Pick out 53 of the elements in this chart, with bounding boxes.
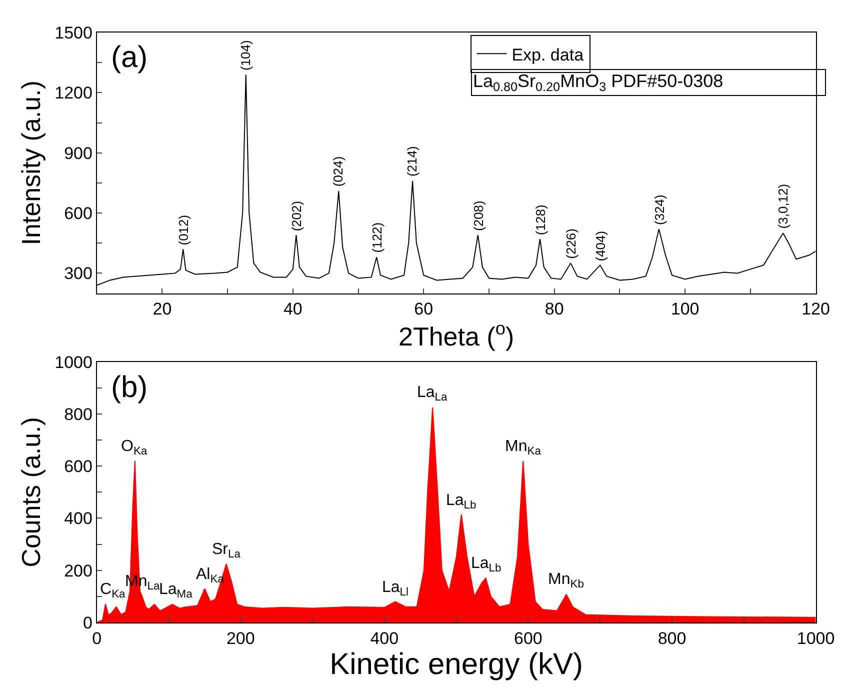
annotation: Mn$_{Ka}$ — [505, 438, 542, 458]
annotation: (226) — [564, 228, 579, 259]
annotation: La$_{0.80}$Sr$_{0.20}$MnO$_{3}$ PDF#50-0308 — [473, 71, 724, 94]
annotation: La$_{Ll}$ — [382, 579, 409, 598]
x-tick-label: 20 — [152, 300, 172, 319]
x-tick-label: 60 — [414, 300, 434, 319]
x-tick-label: 600 — [514, 628, 542, 648]
annotation: La$_{La}$ — [417, 384, 448, 404]
annotation: (122) — [369, 222, 384, 253]
x-tick-label: 200 — [226, 628, 255, 648]
annotation: (3,0,12) — [776, 184, 791, 229]
y-tick-label: 0 — [82, 613, 92, 632]
x-tick-label: 400 — [370, 628, 399, 648]
y-tick-label: 400 — [64, 509, 92, 528]
annotation: O$_{Ka}$ — [121, 438, 148, 458]
x-tick-label: 100 — [670, 300, 700, 319]
annotation: C$_{Ka}$ — [100, 581, 126, 600]
x-tick-label: 80 — [544, 300, 564, 319]
x-tick-label: 1000 — [796, 628, 835, 648]
annotation: (404) — [592, 230, 608, 262]
x-axis-title: 2Theta ($^{o}$) — [398, 318, 514, 352]
annotation: (104) — [238, 40, 254, 71]
annotation: Sr$_{La}$ — [212, 541, 242, 560]
legend-label: Exp. data — [512, 45, 584, 64]
annotation: Mn$_{La}$ — [125, 573, 160, 592]
x-tick-label: 120 — [802, 300, 830, 319]
x-axis-title: Kinetic energy (kV) — [330, 648, 584, 681]
annotation: (208) — [470, 200, 486, 231]
y-tick-label: 900 — [64, 144, 92, 163]
annotation: (024) — [330, 156, 346, 187]
y-tick-label: 1000 — [54, 352, 92, 372]
annotation: La$_{Ma}$ — [159, 581, 194, 600]
y-tick-label: 1500 — [54, 23, 92, 42]
annotation: (128) — [532, 204, 548, 236]
annotation: La$_{Lb}$ — [471, 555, 502, 574]
annotation: (b) — [111, 371, 148, 404]
annotation: (a) — [111, 41, 148, 74]
y-tick-label: 600 — [64, 457, 92, 476]
y-tick-label: 600 — [64, 204, 92, 223]
annotation: (202) — [289, 200, 304, 232]
annotation: La$_{Lb}$ — [446, 492, 476, 512]
x-tick-label: 800 — [658, 628, 686, 648]
annotation: (214) — [404, 146, 420, 176]
y-tick-label: 300 — [64, 264, 92, 284]
x-tick-label: 40 — [283, 300, 302, 319]
y-tick-label: 800 — [64, 404, 92, 424]
annotation: (324) — [652, 194, 667, 225]
annotation: (012) — [176, 214, 191, 246]
annotation: Mn$_{Kb}$ — [548, 571, 584, 590]
y-axis-title: Intensity (a.u.) — [16, 80, 46, 246]
y-tick-label: 200 — [64, 561, 92, 580]
y-tick-label: 1200 — [54, 84, 92, 103]
y-axis-title: Counts (a.u.) — [16, 417, 46, 568]
